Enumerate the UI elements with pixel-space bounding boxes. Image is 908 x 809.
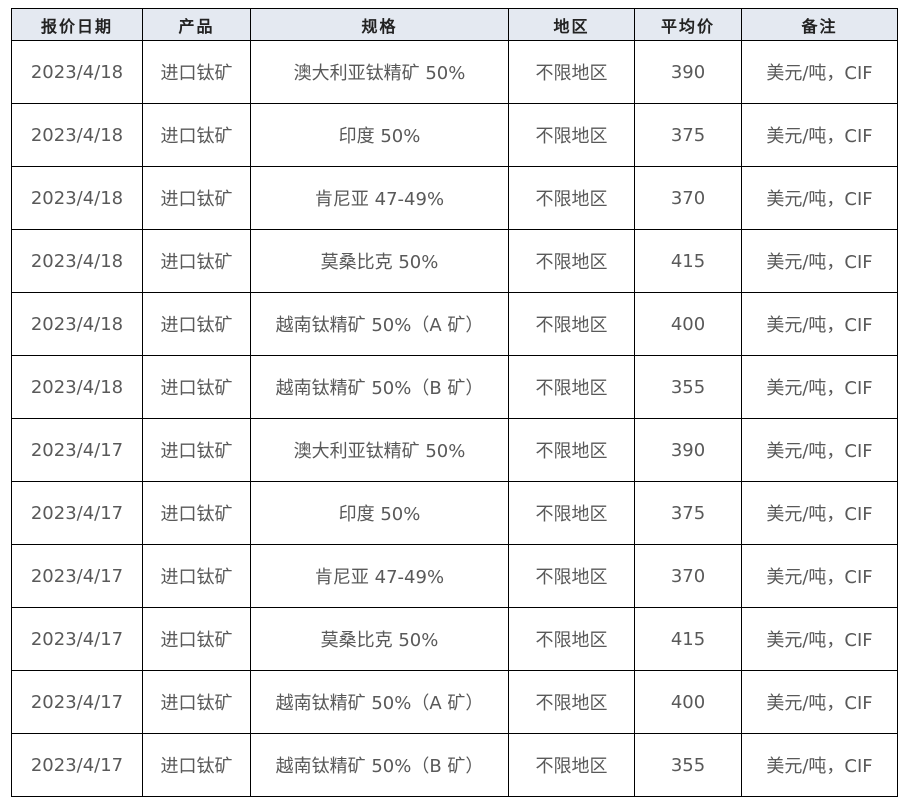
- cell-region: 不限地区: [508, 733, 635, 797]
- cell-note: 美元/吨，CIF: [741, 481, 898, 545]
- table-row: 2023/4/17 进口钛矿 越南钛精矿 50%（B 矿） 不限地区 355 美元/吨，C…: [11, 733, 898, 797]
- header-spec: 规格: [250, 8, 509, 41]
- cell-product: 进口钛矿: [142, 481, 251, 545]
- cell-spec: 越南钛精矿 50%（B 矿）: [250, 733, 509, 797]
- cell-avg-price: 415: [634, 229, 742, 293]
- table-row: 2023/4/17 进口钛矿 澳大利亚钛精矿 50% 不限地区 390 美元/吨，CIF: [11, 418, 898, 482]
- cell-spec: 越南钛精矿 50%（A 矿）: [250, 292, 509, 356]
- table-row: 2023/4/18 进口钛矿 印度 50% 不限地区 375 美元/吨，CIF: [11, 103, 898, 167]
- cell-product: 进口钛矿: [142, 544, 251, 608]
- header-product: 产品: [142, 8, 251, 41]
- table-row: 2023/4/18 进口钛矿 肯尼亚 47-49% 不限地区 370 美元/吨，CIF: [11, 166, 898, 230]
- table-row: 2023/4/17 进口钛矿 印度 50% 不限地区 375 美元/吨，CIF: [11, 481, 898, 545]
- table-row: 2023/4/18 进口钛矿 莫桑比克 50% 不限地区 415 美元/吨，CIF: [11, 229, 898, 293]
- cell-region: 不限地区: [508, 166, 635, 230]
- cell-note: 美元/吨，CIF: [741, 607, 898, 671]
- cell-avg-price: 400: [634, 292, 742, 356]
- cell-note: 美元/吨，CIF: [741, 229, 898, 293]
- cell-product: 进口钛矿: [142, 355, 251, 419]
- cell-product: 进口钛矿: [142, 292, 251, 356]
- cell-date: 2023/4/17: [11, 733, 143, 797]
- cell-region: 不限地区: [508, 670, 635, 734]
- cell-note: 美元/吨，CIF: [741, 544, 898, 608]
- cell-note: 美元/吨，CIF: [741, 418, 898, 482]
- cell-region: 不限地区: [508, 418, 635, 482]
- table-row: 2023/4/17 进口钛矿 莫桑比克 50% 不限地区 415 美元/吨，CIF: [11, 607, 898, 671]
- cell-date: 2023/4/17: [11, 481, 143, 545]
- header-region: 地区: [508, 8, 635, 41]
- cell-product: 进口钛矿: [142, 166, 251, 230]
- header-avg-price: 平均价: [634, 8, 742, 41]
- cell-avg-price: 375: [634, 481, 742, 545]
- cell-product: 进口钛矿: [142, 607, 251, 671]
- cell-region: 不限地区: [508, 103, 635, 167]
- cell-product: 进口钛矿: [142, 40, 251, 104]
- cell-product: 进口钛矿: [142, 103, 251, 167]
- cell-date: 2023/4/18: [11, 40, 143, 104]
- cell-region: 不限地区: [508, 355, 635, 419]
- cell-date: 2023/4/18: [11, 103, 143, 167]
- cell-date: 2023/4/18: [11, 229, 143, 293]
- cell-date: 2023/4/18: [11, 166, 143, 230]
- cell-avg-price: 355: [634, 355, 742, 419]
- cell-product: 进口钛矿: [142, 229, 251, 293]
- cell-note: 美元/吨，CIF: [741, 670, 898, 734]
- cell-avg-price: 415: [634, 607, 742, 671]
- table-row: 2023/4/18 进口钛矿 越南钛精矿 50%（B 矿） 不限地区 355 美元/吨，C…: [11, 355, 898, 419]
- cell-region: 不限地区: [508, 292, 635, 356]
- cell-region: 不限地区: [508, 481, 635, 545]
- cell-avg-price: 370: [634, 544, 742, 608]
- cell-spec: 肯尼亚 47-49%: [250, 166, 509, 230]
- cell-note: 美元/吨，CIF: [741, 40, 898, 104]
- cell-spec: 澳大利亚钛精矿 50%: [250, 418, 509, 482]
- cell-date: 2023/4/17: [11, 670, 143, 734]
- cell-spec: 澳大利亚钛精矿 50%: [250, 40, 509, 104]
- cell-spec: 越南钛精矿 50%（B 矿）: [250, 355, 509, 419]
- cell-avg-price: 375: [634, 103, 742, 167]
- cell-date: 2023/4/17: [11, 544, 143, 608]
- cell-region: 不限地区: [508, 544, 635, 608]
- cell-spec: 莫桑比克 50%: [250, 607, 509, 671]
- cell-product: 进口钛矿: [142, 418, 251, 482]
- cell-product: 进口钛矿: [142, 733, 251, 797]
- header-note: 备注: [741, 8, 898, 41]
- cell-note: 美元/吨，CIF: [741, 103, 898, 167]
- cell-avg-price: 370: [634, 166, 742, 230]
- cell-product: 进口钛矿: [142, 670, 251, 734]
- cell-date: 2023/4/18: [11, 292, 143, 356]
- cell-spec: 越南钛精矿 50%（A 矿）: [250, 670, 509, 734]
- cell-date: 2023/4/17: [11, 418, 143, 482]
- cell-note: 美元/吨，CIF: [741, 733, 898, 797]
- price-table: 报价日期 产品 规格 地区 平均价 备注 2023/4/18 进口钛矿 澳大利亚钛精矿 50%…: [11, 8, 898, 797]
- cell-spec: 莫桑比克 50%: [250, 229, 509, 293]
- table-row: 2023/4/17 进口钛矿 越南钛精矿 50%（A 矿） 不限地区 400 美元/吨，C…: [11, 670, 898, 734]
- cell-avg-price: 355: [634, 733, 742, 797]
- table-row: 2023/4/18 进口钛矿 越南钛精矿 50%（A 矿） 不限地区 400 美元/吨，C…: [11, 292, 898, 356]
- cell-region: 不限地区: [508, 229, 635, 293]
- table-row: 2023/4/18 进口钛矿 澳大利亚钛精矿 50% 不限地区 390 美元/吨，CIF: [11, 40, 898, 104]
- cell-avg-price: 390: [634, 40, 742, 104]
- cell-spec: 印度 50%: [250, 103, 509, 167]
- cell-region: 不限地区: [508, 40, 635, 104]
- cell-date: 2023/4/18: [11, 355, 143, 419]
- cell-avg-price: 400: [634, 670, 742, 734]
- cell-region: 不限地区: [508, 607, 635, 671]
- table-row: 2023/4/17 进口钛矿 肯尼亚 47-49% 不限地区 370 美元/吨，CIF: [11, 544, 898, 608]
- cell-note: 美元/吨，CIF: [741, 355, 898, 419]
- header-date: 报价日期: [11, 8, 143, 41]
- cell-date: 2023/4/17: [11, 607, 143, 671]
- cell-spec: 印度 50%: [250, 481, 509, 545]
- header-row: 报价日期 产品 规格 地区 平均价 备注: [11, 8, 898, 41]
- cell-spec: 肯尼亚 47-49%: [250, 544, 509, 608]
- cell-avg-price: 390: [634, 418, 742, 482]
- cell-note: 美元/吨，CIF: [741, 166, 898, 230]
- cell-note: 美元/吨，CIF: [741, 292, 898, 356]
